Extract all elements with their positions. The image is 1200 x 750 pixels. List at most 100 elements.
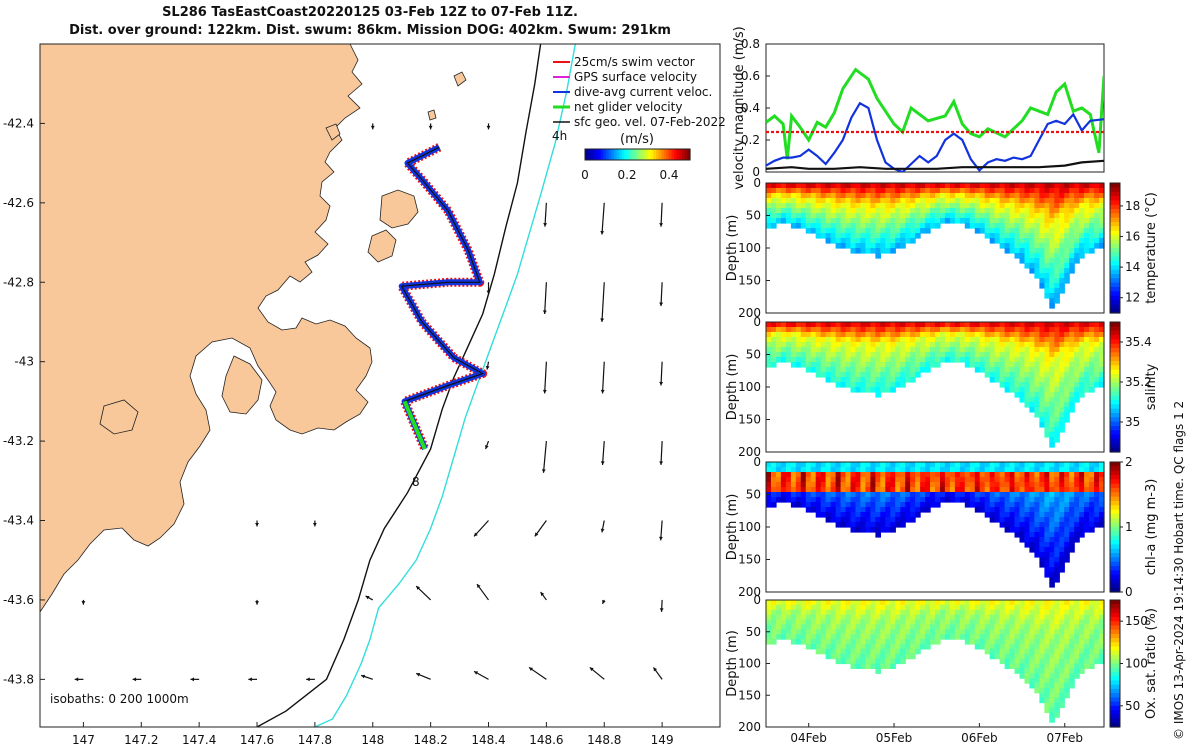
section-cell bbox=[1054, 692, 1060, 699]
section-cell bbox=[885, 337, 891, 343]
section-cell bbox=[820, 372, 827, 378]
section-cell bbox=[850, 644, 857, 650]
section-cell bbox=[895, 487, 901, 493]
section-cell bbox=[890, 477, 896, 483]
section-cell bbox=[815, 193, 822, 199]
section-cell bbox=[1059, 422, 1065, 428]
section-cell bbox=[1024, 482, 1031, 488]
section-cell bbox=[795, 462, 802, 468]
section-cell bbox=[880, 634, 886, 640]
section-cell bbox=[1044, 332, 1050, 338]
section-cell bbox=[805, 600, 812, 606]
section-cell bbox=[1044, 668, 1050, 674]
section-cell bbox=[1099, 512, 1105, 518]
geo-vector-head bbox=[255, 601, 259, 605]
section-cell bbox=[875, 342, 881, 348]
section-cell bbox=[999, 208, 1006, 214]
section-cell bbox=[805, 639, 812, 645]
section-cell bbox=[855, 609, 862, 616]
section-cell bbox=[1074, 357, 1080, 363]
section-cell bbox=[1039, 233, 1045, 239]
section-cell bbox=[1054, 707, 1060, 713]
section-cell bbox=[1044, 432, 1050, 438]
section-colorbar-cell bbox=[1110, 483, 1120, 489]
section-cell bbox=[979, 624, 986, 630]
section-cell bbox=[1074, 477, 1080, 483]
section-cell bbox=[949, 342, 956, 348]
section-cell bbox=[1009, 203, 1016, 209]
legend-label-geo: sfc geo. vel. 07-Feb-2022 bbox=[574, 115, 726, 129]
section-cell bbox=[1089, 522, 1095, 528]
section-cell bbox=[1004, 238, 1011, 244]
section-cell bbox=[1034, 547, 1040, 553]
section-cell bbox=[1084, 183, 1090, 189]
section-cell bbox=[860, 188, 866, 194]
section-cell bbox=[1079, 644, 1085, 650]
section-cell bbox=[1094, 337, 1100, 343]
section-cell bbox=[835, 183, 842, 189]
section-cell bbox=[885, 619, 891, 625]
section-cell bbox=[860, 517, 866, 523]
section-cell bbox=[910, 342, 916, 348]
section-cell bbox=[1054, 614, 1060, 621]
section-cell bbox=[890, 517, 896, 523]
section-cell bbox=[835, 634, 842, 640]
section-colorbar-cell bbox=[1110, 287, 1120, 292]
section-cell bbox=[855, 332, 862, 338]
section-cell bbox=[825, 634, 832, 640]
section-cell bbox=[1039, 362, 1045, 368]
section-cell bbox=[905, 342, 911, 348]
section-colorbar-cell bbox=[1110, 466, 1120, 472]
colorbar-cell bbox=[676, 149, 681, 160]
section-cell bbox=[1069, 527, 1075, 533]
section-cell bbox=[1064, 614, 1070, 621]
section-cell bbox=[1089, 377, 1095, 383]
section-cell bbox=[766, 198, 772, 204]
section-cell bbox=[895, 497, 901, 503]
section-cell bbox=[1024, 248, 1031, 254]
section-cell bbox=[964, 497, 971, 503]
section-cell bbox=[974, 502, 981, 508]
section-cell bbox=[890, 322, 896, 328]
section-cell bbox=[850, 377, 857, 383]
colorbar-cell bbox=[666, 149, 670, 160]
section-cell bbox=[1024, 502, 1031, 508]
section-cell bbox=[930, 600, 936, 606]
section-cell bbox=[1054, 663, 1060, 669]
section-cell bbox=[1019, 600, 1026, 606]
section-cell bbox=[1039, 268, 1045, 274]
section-cell bbox=[890, 639, 896, 645]
section-cell bbox=[830, 502, 837, 508]
section-cell bbox=[771, 347, 777, 353]
section-cell bbox=[1034, 482, 1040, 488]
section-cell bbox=[1074, 213, 1080, 219]
section-cell bbox=[954, 497, 961, 503]
section-colorbar-cell bbox=[1110, 488, 1120, 493]
section-cell bbox=[1084, 663, 1090, 669]
section-cell bbox=[1094, 609, 1100, 616]
section-cell bbox=[815, 467, 822, 473]
section-colorbar-cell bbox=[1110, 705, 1120, 711]
section-cell bbox=[885, 188, 891, 194]
section-cell bbox=[1054, 697, 1060, 704]
section-ylabel: Depth (m) bbox=[725, 494, 740, 561]
section-y-tick-label: 0 bbox=[753, 176, 761, 190]
section-cell bbox=[860, 522, 866, 528]
section-cell bbox=[1034, 668, 1040, 674]
section-cell bbox=[890, 663, 896, 669]
section-cell bbox=[1009, 614, 1016, 621]
section-cell bbox=[1074, 322, 1080, 328]
section-cell bbox=[895, 203, 901, 209]
section-cell bbox=[815, 507, 822, 513]
section-cell bbox=[766, 472, 772, 478]
section-cell bbox=[925, 644, 931, 650]
section-cell bbox=[875, 253, 881, 259]
section-cell bbox=[1054, 213, 1060, 219]
section-cell bbox=[1069, 648, 1075, 655]
section-cell bbox=[1014, 624, 1021, 630]
section-cell bbox=[820, 492, 827, 498]
section-cell bbox=[1059, 472, 1065, 478]
section-cell bbox=[1059, 663, 1065, 669]
section-cell bbox=[1064, 407, 1070, 413]
section-cell bbox=[1004, 658, 1011, 665]
